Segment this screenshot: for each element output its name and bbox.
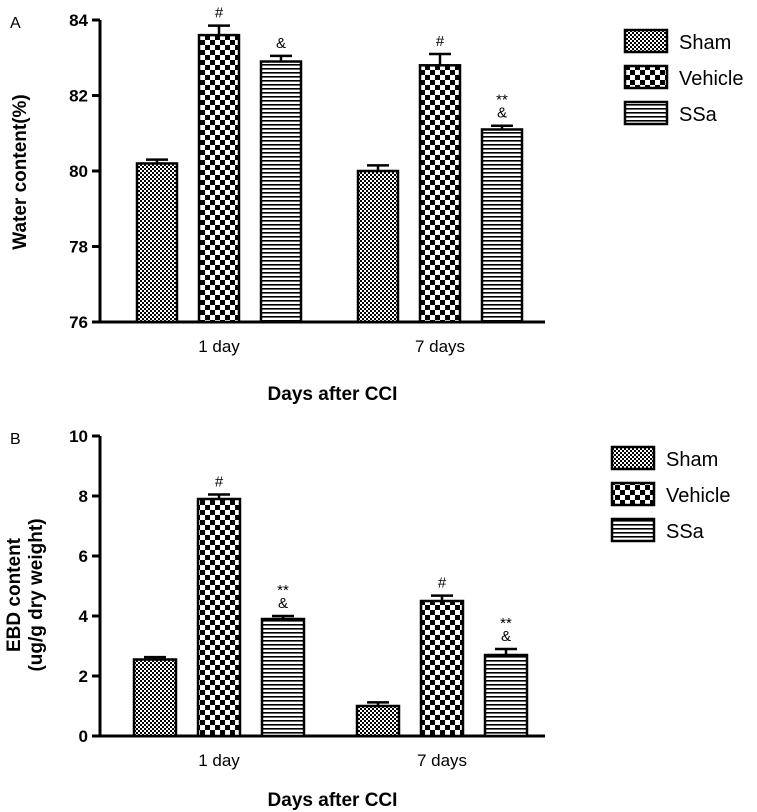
significance-label-line: ** bbox=[496, 92, 508, 109]
bar-sham-1day bbox=[132, 658, 178, 738]
panel-b: B 0 2 4 6 8 10 EBD content(ug/g dry weight) Days… bbox=[4, 427, 731, 811]
significance-label-line: & bbox=[276, 35, 286, 52]
bar-vehicle-7days bbox=[418, 64, 462, 324]
legend-label-vehicle: Vehicle bbox=[679, 68, 744, 90]
y-tick-label: 0 bbox=[79, 727, 88, 746]
legend-swatch-vehicle bbox=[610, 481, 656, 507]
x-axis-label: Days after CCI bbox=[268, 384, 398, 405]
x-category-label: 1 day bbox=[198, 337, 240, 356]
significance-label: ** & bbox=[277, 582, 289, 612]
significance-label-line: # bbox=[436, 33, 445, 50]
significance-label-line: & bbox=[497, 105, 507, 122]
significance-label: # bbox=[215, 474, 224, 491]
y-tick-label: 76 bbox=[69, 313, 88, 332]
bar-sham-7days bbox=[355, 704, 401, 738]
significance-label: ** & bbox=[500, 615, 512, 645]
y-tick-label: 80 bbox=[69, 162, 88, 181]
legend-swatch-sham bbox=[623, 28, 669, 54]
y-axis-label: Water content(%) bbox=[10, 94, 31, 250]
y-tick-label: 2 bbox=[79, 667, 88, 686]
bar-vehicle-1day bbox=[196, 497, 242, 738]
y-tick-label: 6 bbox=[79, 547, 88, 566]
significance-label: # bbox=[438, 575, 447, 592]
significance-label-line: # bbox=[215, 474, 224, 491]
significance-label-line: # bbox=[215, 5, 224, 22]
y-axis-label: EBD content(ug/g dry weight) bbox=[4, 518, 47, 671]
x-category-label: 1 day bbox=[198, 751, 240, 770]
panel-letter: A bbox=[10, 15, 21, 32]
legend-label-sham: Sham bbox=[666, 449, 718, 471]
y-axis-label-line: EBD content bbox=[4, 537, 25, 652]
legend-label-ssa: SSa bbox=[679, 104, 718, 126]
significance-label: # bbox=[215, 5, 224, 22]
y-tick-label: 4 bbox=[79, 607, 89, 626]
significance-label-line: ** bbox=[500, 615, 512, 632]
bar-ssa-1day bbox=[259, 60, 303, 324]
bar-ssa-7days bbox=[480, 128, 524, 324]
bar-vehicle-7days bbox=[419, 599, 465, 738]
significance-label: & bbox=[276, 35, 286, 52]
legend-swatch-vehicle bbox=[623, 64, 669, 90]
bar-vehicle-1day bbox=[197, 33, 241, 324]
significance-label-line: & bbox=[501, 628, 511, 645]
significance-label-line: ** bbox=[277, 582, 289, 599]
legend-swatch-ssa bbox=[610, 517, 656, 543]
x-category-label: 7 days bbox=[417, 751, 467, 770]
y-tick-label: 82 bbox=[69, 87, 88, 106]
bar-sham-1day bbox=[135, 162, 179, 324]
significance-label: ** & bbox=[496, 92, 508, 122]
bar-ssa-7days bbox=[483, 653, 529, 738]
legend-swatch-ssa bbox=[623, 100, 669, 126]
legend-label-ssa: SSa bbox=[666, 521, 705, 543]
panel-a: A 76 78 80 82 84 Water content(%) Days after CC… bbox=[10, 5, 744, 405]
bar-ssa-1day bbox=[260, 617, 306, 738]
significance-label: # bbox=[436, 33, 445, 50]
x-axis-label: Days after CCI bbox=[268, 790, 398, 811]
y-tick-label: 8 bbox=[79, 487, 88, 506]
y-axis-label-line: (ug/g dry weight) bbox=[26, 518, 47, 671]
legend-swatch-sham bbox=[610, 445, 656, 471]
panel-letter: B bbox=[10, 431, 21, 448]
bar-sham-7days bbox=[356, 169, 400, 324]
y-tick-label: 84 bbox=[69, 11, 88, 30]
legend-label-vehicle: Vehicle bbox=[666, 485, 731, 507]
y-tick-label: 10 bbox=[69, 427, 88, 446]
legend-label-sham: Sham bbox=[679, 32, 731, 54]
x-category-label: 7 days bbox=[415, 337, 465, 356]
significance-label-line: & bbox=[278, 595, 288, 612]
significance-label-line: # bbox=[438, 575, 447, 592]
y-tick-label: 78 bbox=[69, 238, 88, 257]
